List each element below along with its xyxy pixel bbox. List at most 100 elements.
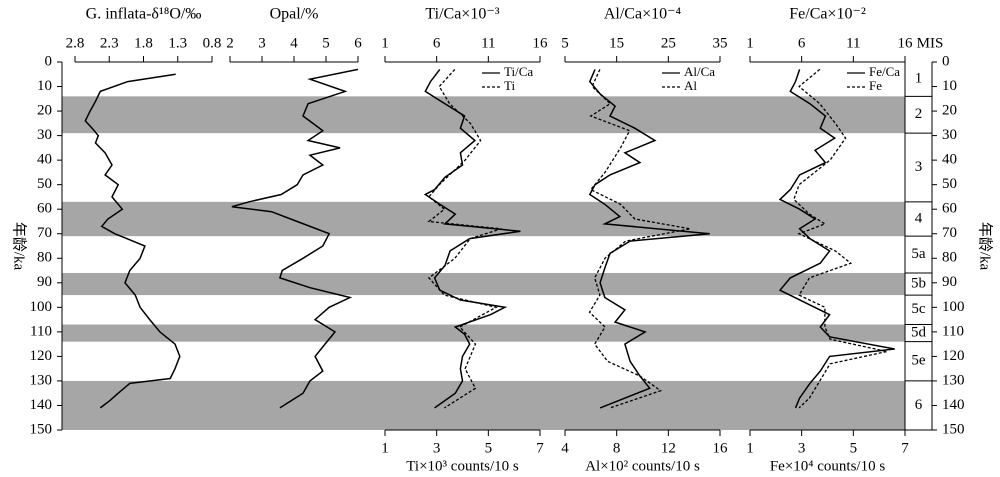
- mis-stage-label: 5e: [911, 353, 926, 369]
- x-tick-label: 5: [561, 35, 569, 51]
- x2-tick-label: 12: [661, 440, 676, 456]
- x2-tick-label: 1: [746, 440, 754, 456]
- mis-band: [62, 380, 905, 430]
- x2-tick-label: 5: [850, 440, 858, 456]
- age-tick-label: 80: [942, 250, 957, 266]
- age-tick-label: 130: [942, 372, 965, 388]
- series-line: [588, 69, 710, 409]
- mis-stage-label: 5c: [911, 301, 926, 317]
- age-tick-label: 130: [30, 372, 53, 388]
- age-tick-label: 70: [37, 225, 52, 241]
- x2-tick-label: 16: [713, 440, 729, 456]
- series-line: [588, 69, 691, 409]
- x-tick-label: 25: [661, 35, 676, 51]
- age-tick-label: 0: [45, 53, 53, 69]
- mis-band: [62, 272, 905, 296]
- x-tick-label: 0.8: [203, 35, 222, 51]
- age-tick-label: 140: [942, 397, 965, 413]
- age-tick-label: 40: [37, 152, 52, 168]
- legend-label: Al/Ca: [684, 64, 715, 79]
- x-tick-label: 6: [433, 35, 441, 51]
- x2-tick-label: 1: [381, 440, 389, 456]
- x2-axis-label: Fe×10⁴ counts/10 s: [770, 458, 886, 474]
- panel-title: Opal/%: [270, 6, 319, 23]
- age-tick-label: 70: [942, 225, 957, 241]
- x-tick-label: 16: [533, 35, 549, 51]
- legend-label: Al: [684, 78, 697, 93]
- age-tick-label: 90: [37, 274, 52, 290]
- age-tick-label: 40: [942, 152, 957, 168]
- x-tick-label: 3: [258, 35, 266, 51]
- panel-title: Fe/Ca×10⁻²: [789, 6, 866, 23]
- mis-stage-label: 5d: [911, 325, 927, 341]
- mis-stage-label: 2: [915, 106, 923, 122]
- series-line: [793, 68, 888, 409]
- x2-tick-label: 3: [798, 440, 806, 456]
- x2-tick-label: 7: [901, 440, 909, 456]
- age-tick-label: 30: [942, 127, 957, 143]
- age-tick-label: 20: [942, 103, 957, 119]
- y-axis-label: 年龄/ka: [977, 222, 994, 271]
- age-tick-label: 10: [942, 78, 957, 94]
- mis-band: [62, 324, 905, 342]
- age-tick-label: 60: [942, 201, 957, 217]
- age-tick-label: 120: [942, 348, 965, 364]
- series-line: [427, 68, 502, 409]
- age-tick-label: 60: [37, 201, 52, 217]
- age-tick-label: 10: [37, 78, 52, 94]
- x-tick-label: 1: [381, 35, 389, 51]
- age-tick-label: 140: [30, 397, 53, 413]
- x-tick-label: 2: [226, 35, 234, 51]
- x2-tick-label: 5: [485, 440, 493, 456]
- x2-tick-label: 7: [536, 440, 544, 456]
- x-tick-label: 5: [322, 35, 330, 51]
- age-tick-label: 0: [942, 53, 950, 69]
- legend-label: Ti/Ca: [504, 64, 533, 79]
- panel-title: Al/Ca×10⁻⁴: [604, 6, 682, 23]
- x2-axis-label: Al×10² counts/10 s: [585, 458, 700, 474]
- legend-label: Fe/Ca: [869, 64, 900, 79]
- mis-stage-label: 5a: [911, 246, 926, 262]
- mis-stage-label: 6: [915, 397, 923, 413]
- x-tick-label: 6: [798, 35, 806, 51]
- mis-band: [62, 96, 905, 134]
- x-tick-label: 16: [898, 35, 914, 51]
- age-tick-label: 20: [37, 103, 52, 119]
- x-tick-label: 4: [290, 35, 298, 51]
- x-tick-label: 2.8: [66, 35, 85, 51]
- series-line: [231, 68, 359, 409]
- age-tick-label: 90: [942, 274, 957, 290]
- age-tick-label: 150: [942, 421, 965, 437]
- x2-axis-label: Ti×10³ counts/10 s: [406, 458, 519, 474]
- age-tick-label: 50: [37, 176, 52, 192]
- age-tick-label: 100: [942, 299, 965, 315]
- age-tick-label: 80: [37, 250, 52, 266]
- x-tick-label: 1: [746, 35, 754, 51]
- legend-label: Ti: [504, 78, 515, 93]
- legend-label: Fe: [869, 78, 882, 93]
- x-tick-label: 6: [354, 35, 362, 51]
- age-tick-label: 120: [30, 348, 53, 364]
- series-line: [84, 73, 181, 409]
- panel-title: Ti/Ca×10⁻³: [425, 6, 499, 23]
- x2-tick-label: 3: [433, 440, 441, 456]
- mis-stage-label: 5b: [911, 275, 926, 291]
- x-tick-label: 1.3: [168, 35, 187, 51]
- age-tick-label: 110: [942, 323, 964, 339]
- x-tick-label: 11: [846, 35, 860, 51]
- x2-tick-label: 4: [561, 440, 569, 456]
- mis-header: MIS: [917, 35, 944, 51]
- mis-band: [62, 201, 905, 237]
- x-tick-label: 2.3: [100, 35, 119, 51]
- x-tick-label: 1.8: [134, 35, 153, 51]
- age-tick-label: 150: [30, 421, 53, 437]
- mis-stage-label: 4: [915, 210, 923, 226]
- mis-stage-label: 3: [915, 159, 923, 175]
- series-line: [423, 68, 521, 409]
- x-tick-label: 35: [713, 35, 728, 51]
- panel-title: G. inflata-δ¹⁸O/‰: [86, 6, 202, 23]
- age-tick-label: 30: [37, 127, 52, 143]
- age-tick-label: 110: [30, 323, 52, 339]
- y-axis-label: 年龄/ka: [11, 222, 28, 271]
